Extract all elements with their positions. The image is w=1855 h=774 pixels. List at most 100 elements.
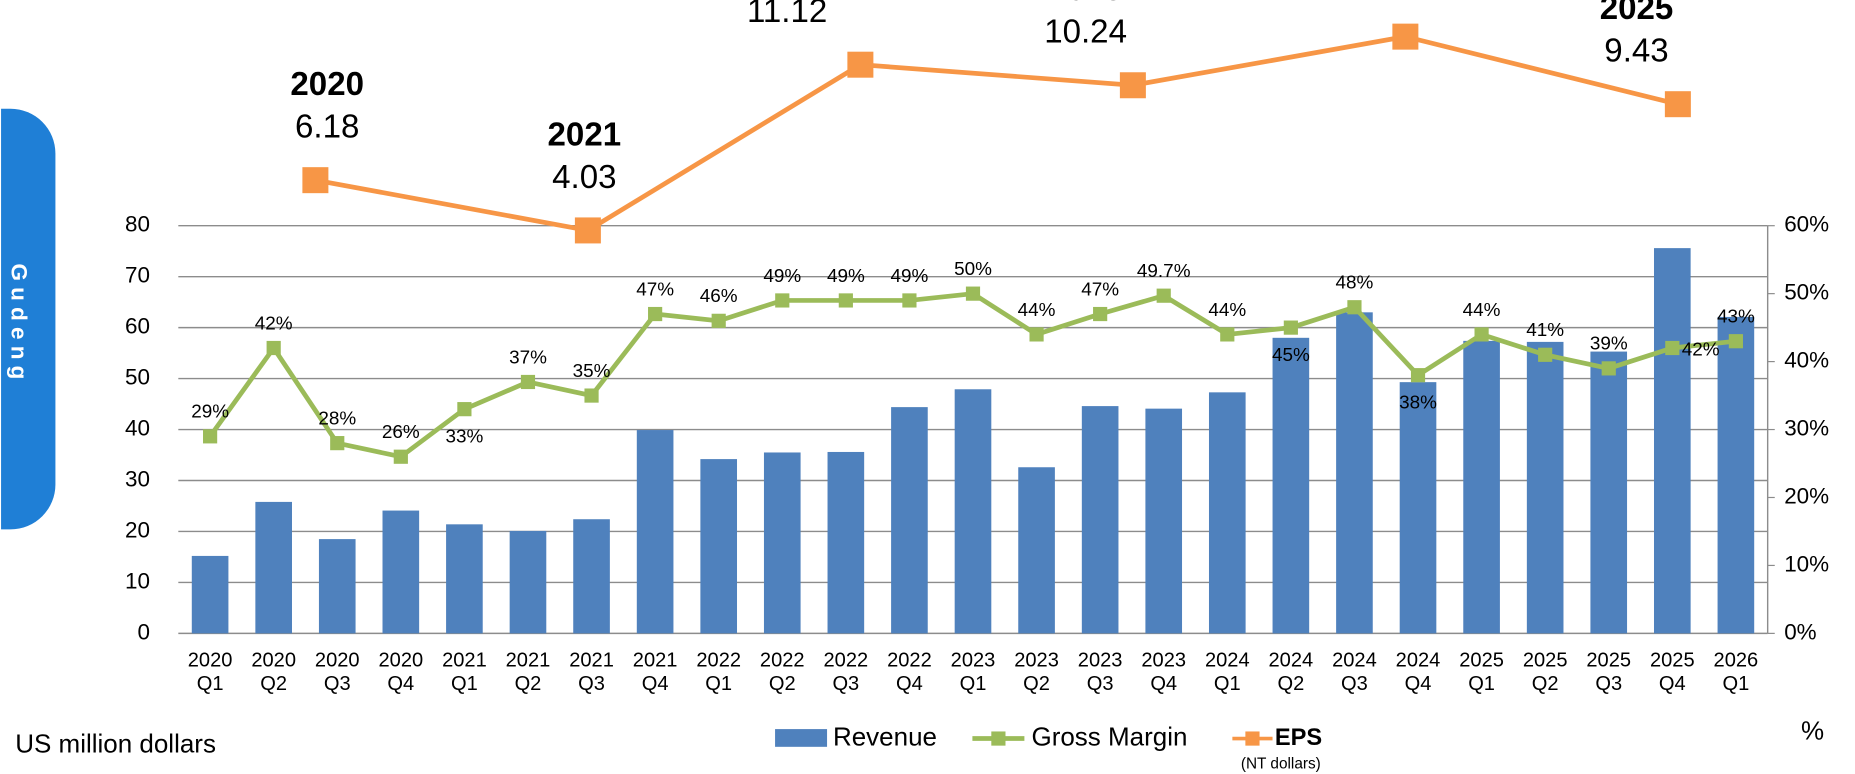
data-label: 44% (1018, 300, 1056, 321)
y2-tick-label: 10% (1784, 551, 1829, 576)
line-marker (1220, 327, 1235, 342)
line-marker (1283, 320, 1298, 335)
bar (1336, 312, 1373, 634)
y-axis-label: US million dollars (15, 728, 216, 758)
line-marker (838, 293, 853, 308)
data-label: 35% (573, 361, 611, 382)
x-tick-label: 2023 Q2 (1014, 649, 1059, 695)
bar (191, 555, 229, 634)
data-label: 37% (509, 347, 547, 368)
line-marker (520, 374, 536, 390)
bar (1145, 408, 1183, 634)
eps-marker (847, 51, 874, 78)
x-tick-label: 2024 Q3 (1332, 649, 1377, 695)
x-tick-label: 2020 Q1 (188, 649, 233, 695)
y-tick-label: 0 (137, 619, 149, 644)
eps-year-label: 2023 (1049, 0, 1123, 8)
data-label: 39% (1590, 334, 1628, 355)
x-tick-label: 2021 Q2 (506, 649, 551, 695)
data-label: 49.7% (1137, 261, 1191, 282)
legend-note: (NT dollars) (1241, 756, 1321, 773)
data-label: 44% (1463, 300, 1501, 321)
legend-label: Gross Margin (1031, 721, 1187, 751)
bar (1526, 341, 1564, 634)
y2-tick-label: 20% (1784, 483, 1829, 508)
x-tick-label: 2022 Q1 (696, 649, 741, 695)
x-tick-label: 2025 Q2 (1523, 649, 1568, 695)
data-label: 42% (255, 313, 293, 334)
eps-marker (1392, 23, 1419, 50)
bar (573, 519, 610, 634)
data-label: 44% (1208, 300, 1246, 321)
line-marker (584, 388, 599, 403)
data-label: 38% (1399, 393, 1437, 414)
data-label: 49% (827, 266, 865, 287)
x-tick-label: 2024 Q2 (1269, 649, 1314, 695)
bar (1018, 467, 1055, 634)
x-tick-label: 2025 Q3 (1586, 649, 1631, 695)
line-marker (648, 306, 663, 322)
eps-marker (574, 217, 601, 244)
line-marker (1029, 327, 1044, 342)
x-tick-label: 2025 Q1 (1459, 649, 1504, 695)
eps-marker (302, 167, 329, 194)
y2-tick-label: 40% (1784, 348, 1829, 373)
eps-line (314, 34, 1679, 233)
x-tick-label: 2025 Q4 (1650, 649, 1695, 695)
x-tick-label: 2021 Q3 (569, 649, 614, 695)
side-tab-label: G u d e n g (7, 263, 32, 379)
bar (954, 389, 992, 634)
line-marker (1601, 361, 1616, 376)
line-marker (1474, 327, 1489, 342)
data-label: 47% (636, 279, 674, 300)
bar (700, 459, 738, 634)
line-marker (266, 340, 281, 356)
eps-value-label: 11.12 (747, 0, 827, 30)
bar (1653, 248, 1691, 634)
side-tab (1, 108, 56, 530)
legend-label: EPS (1275, 725, 1322, 751)
x-tick-label: 2020 Q4 (378, 649, 423, 695)
eps-marker (1119, 72, 1146, 99)
data-label: 47% (1081, 279, 1119, 300)
eps-value-label: 12.32 (1329, 0, 1412, 2)
x-tick-label: 2023 Q4 (1141, 649, 1186, 695)
data-label: 43% (1717, 307, 1755, 328)
line-marker (393, 449, 408, 464)
bar (827, 451, 865, 634)
x-tick-label: 2022 Q3 (824, 649, 869, 695)
line-marker (711, 313, 726, 328)
data-label: 29% (191, 402, 229, 423)
legend-swatch (775, 729, 828, 747)
data-label: 50% (954, 259, 992, 280)
data-label: 48% (1336, 273, 1374, 294)
data-label: 45% (1272, 345, 1310, 366)
data-label: 46% (700, 286, 738, 307)
line-marker (1538, 347, 1553, 362)
data-label: 49% (763, 266, 801, 287)
bar (446, 524, 483, 634)
eps-value-label: 9.43 (1604, 33, 1668, 70)
bar (891, 407, 928, 634)
x-tick-label: 2024 Q1 (1205, 649, 1250, 695)
line-marker (775, 293, 790, 308)
line-marker (902, 293, 917, 308)
x-tick-label: 2023 Q1 (951, 649, 996, 695)
eps-year-label: 2020 (290, 66, 364, 103)
x-tick-label: 2020 Q2 (251, 649, 296, 695)
line-marker (1347, 300, 1362, 315)
eps-value-label: 10.24 (1044, 14, 1127, 51)
eps-value-label: 6.18 (295, 109, 359, 146)
bar (1399, 382, 1437, 634)
data-label: 26% (382, 422, 420, 443)
bar (318, 539, 356, 634)
y-tick-label: 80 (125, 212, 150, 237)
data-label: 42% (1682, 339, 1720, 360)
bar (1590, 351, 1628, 634)
bar (763, 452, 801, 634)
line-marker (1410, 368, 1426, 383)
x-tick-label: 2022 Q2 (760, 649, 805, 695)
bar (509, 530, 547, 634)
legend-label: Revenue (833, 721, 937, 751)
